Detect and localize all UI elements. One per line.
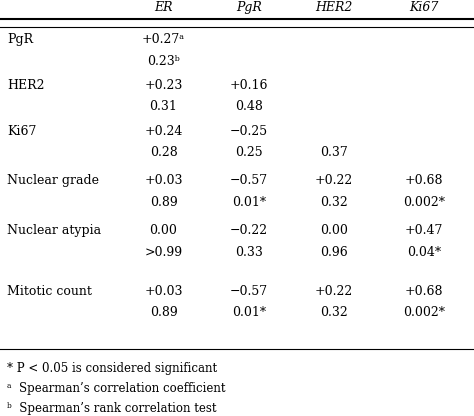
Text: +0.68: +0.68 xyxy=(405,285,444,298)
Text: PgR: PgR xyxy=(7,33,33,46)
Text: +0.22: +0.22 xyxy=(315,174,353,188)
Text: 0.00: 0.00 xyxy=(320,224,348,238)
Text: PgR: PgR xyxy=(236,1,262,14)
Text: 0.002*: 0.002* xyxy=(403,196,445,209)
Text: Nuclear atypia: Nuclear atypia xyxy=(7,224,101,238)
Text: 0.04*: 0.04* xyxy=(407,246,441,259)
Text: 0.002*: 0.002* xyxy=(403,306,445,319)
Text: 0.37: 0.37 xyxy=(320,146,348,159)
Text: +0.03: +0.03 xyxy=(144,174,183,188)
Text: +0.47: +0.47 xyxy=(405,224,443,238)
Text: HER2: HER2 xyxy=(7,79,45,92)
Text: Nuclear grade: Nuclear grade xyxy=(7,174,99,188)
Text: +0.27ᵃ: +0.27ᵃ xyxy=(142,33,185,46)
Text: −0.25: −0.25 xyxy=(230,124,268,138)
Text: Ki67: Ki67 xyxy=(7,124,36,138)
Text: ᵃ  Spearman’s correlation coefficient: ᵃ Spearman’s correlation coefficient xyxy=(7,382,226,395)
Text: Ki67: Ki67 xyxy=(410,1,439,14)
Text: 0.00: 0.00 xyxy=(150,224,177,238)
Text: ER: ER xyxy=(154,1,173,14)
Text: 0.96: 0.96 xyxy=(320,246,348,259)
Text: 0.33: 0.33 xyxy=(235,246,263,259)
Text: * P < 0.05 is considered significant: * P < 0.05 is considered significant xyxy=(7,362,217,375)
Text: 0.89: 0.89 xyxy=(150,196,177,209)
Text: +0.24: +0.24 xyxy=(145,124,182,138)
Text: 0.25: 0.25 xyxy=(235,146,263,159)
Text: ᵇ  Spearman’s rank correlation test: ᵇ Spearman’s rank correlation test xyxy=(7,402,217,415)
Text: −0.57: −0.57 xyxy=(230,174,268,188)
Text: >0.99: >0.99 xyxy=(145,246,182,259)
Text: 0.28: 0.28 xyxy=(150,146,177,159)
Text: 0.89: 0.89 xyxy=(150,306,177,319)
Text: 0.48: 0.48 xyxy=(235,100,263,114)
Text: +0.68: +0.68 xyxy=(405,174,444,188)
Text: 0.23ᵇ: 0.23ᵇ xyxy=(147,54,180,68)
Text: HER2: HER2 xyxy=(316,1,353,14)
Text: −0.22: −0.22 xyxy=(230,224,268,238)
Text: 0.31: 0.31 xyxy=(150,100,177,114)
Text: 0.32: 0.32 xyxy=(320,306,348,319)
Text: 0.01*: 0.01* xyxy=(232,306,266,319)
Text: −0.57: −0.57 xyxy=(230,285,268,298)
Text: 0.01*: 0.01* xyxy=(232,196,266,209)
Text: +0.03: +0.03 xyxy=(144,285,183,298)
Text: +0.16: +0.16 xyxy=(229,79,268,92)
Text: +0.23: +0.23 xyxy=(145,79,182,92)
Text: +0.22: +0.22 xyxy=(315,285,353,298)
Text: 0.32: 0.32 xyxy=(320,196,348,209)
Text: Mitotic count: Mitotic count xyxy=(7,285,92,298)
